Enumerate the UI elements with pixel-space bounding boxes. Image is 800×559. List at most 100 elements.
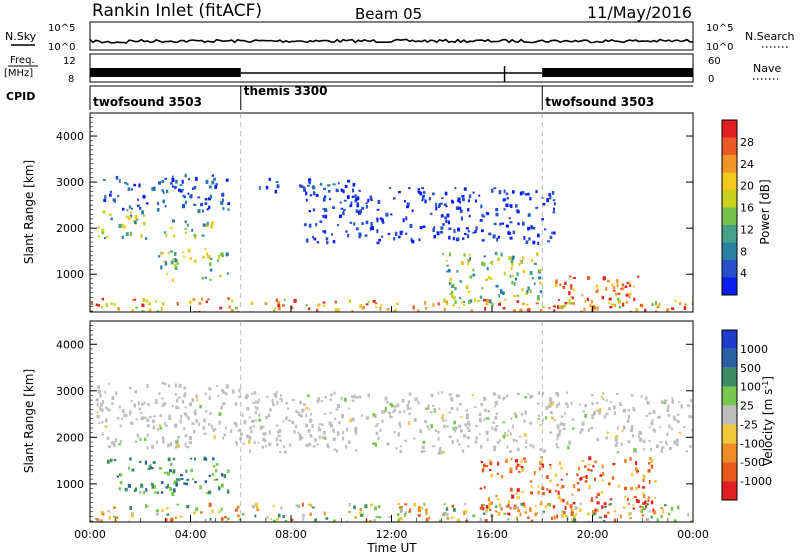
- echo-cell: [456, 439, 459, 443]
- echo-cell: [458, 297, 462, 300]
- echo-cell: [630, 394, 634, 397]
- echo-cell: [472, 231, 476, 234]
- echo-cell: [430, 424, 434, 429]
- echo-cell: [172, 469, 176, 474]
- echo-cell: [448, 393, 452, 396]
- echo-cell: [208, 205, 211, 209]
- echo-cell: [566, 473, 569, 476]
- echo-cell: [183, 412, 187, 416]
- echo-cell: [442, 419, 445, 422]
- echo-cell: [569, 284, 573, 288]
- echo-cell: [578, 403, 581, 406]
- echo-cell: [618, 305, 622, 309]
- echo-cell: [613, 510, 617, 513]
- echo-cell: [483, 418, 486, 421]
- echo-cell: [399, 424, 402, 429]
- echo-cell: [522, 190, 525, 195]
- echo-cell: [113, 302, 116, 307]
- echo-cell: [381, 419, 384, 423]
- echo-cell: [134, 440, 138, 443]
- echo-cell: [430, 393, 434, 398]
- echo-cell: [329, 423, 334, 428]
- echo-cell: [491, 188, 494, 193]
- echo-cell: [162, 191, 165, 195]
- echo-cell: [393, 237, 396, 241]
- echo-cell: [161, 403, 165, 408]
- echo-cell: [485, 212, 489, 215]
- echo-cell: [539, 290, 543, 294]
- echo-cell: [176, 439, 179, 442]
- echo-cell: [138, 183, 141, 188]
- echo-cell: [309, 504, 313, 507]
- velocity-cbar-frame: [721, 329, 738, 501]
- echo-cell: [311, 506, 315, 509]
- echo-cell: [556, 483, 559, 487]
- echo-cell: [601, 479, 604, 482]
- echo-cell: [426, 407, 430, 410]
- echo-cell: [106, 407, 110, 412]
- echo-cell: [222, 402, 226, 406]
- echo-cell: [378, 238, 382, 242]
- echo-cell: [534, 505, 538, 508]
- echo-cell: [186, 504, 190, 509]
- echo-cell: [240, 432, 243, 436]
- echo-cell: [424, 420, 428, 423]
- echo-cell: [263, 432, 267, 436]
- echo-cell: [185, 415, 189, 418]
- echo-cell: [359, 395, 362, 399]
- nsky-strip: N.Sky 10^5 10^0 10^5 10^0 N.Search: [5, 21, 795, 53]
- echo-cell: [633, 448, 637, 452]
- echo-cell: [425, 512, 428, 515]
- echo-cell: [327, 446, 330, 449]
- echo-cell: [172, 405, 175, 408]
- echo-cell: [324, 396, 327, 399]
- echo-cell: [560, 306, 564, 310]
- echo-cell: [549, 479, 552, 483]
- velocity-cbar-cell: [722, 462, 737, 482]
- echo-cell: [466, 234, 470, 239]
- echo-cell: [246, 407, 250, 411]
- echo-cell: [189, 257, 192, 260]
- echo-cell: [204, 276, 208, 279]
- echo-cell: [97, 226, 100, 229]
- echo-cell: [411, 209, 414, 213]
- echo-cell: [612, 462, 616, 465]
- echo-cell: [427, 404, 430, 409]
- echo-cell: [365, 220, 369, 225]
- echo-cell: [559, 283, 562, 286]
- echo-cell: [463, 300, 466, 303]
- echo-cell: [347, 179, 351, 183]
- echo-cell: [138, 401, 141, 406]
- echo-cell: [513, 282, 516, 286]
- echo-cell: [204, 202, 208, 206]
- echo-cell: [457, 227, 461, 232]
- echo-cell: [275, 437, 279, 442]
- echo-cell: [197, 209, 201, 214]
- echo-cell: [628, 292, 632, 296]
- echo-cell: [466, 413, 469, 418]
- echo-cell: [173, 480, 177, 485]
- echo-cell: [318, 435, 321, 439]
- echo-cell: [596, 438, 600, 442]
- echo-cell: [123, 225, 127, 229]
- echo-cell: [418, 238, 421, 242]
- echo-cell: [417, 514, 421, 517]
- echo-cell: [635, 461, 638, 466]
- echo-cell: [198, 302, 202, 305]
- echo-cell: [274, 189, 278, 194]
- echo-cell: [572, 288, 575, 292]
- echo-cell: [91, 301, 93, 306]
- velocity-ylabel: Slant Range [km]: [22, 369, 36, 473]
- echo-cell: [131, 207, 133, 210]
- echo-cell: [193, 411, 197, 416]
- echo-cell: [235, 306, 238, 310]
- echo-cell: [342, 431, 345, 435]
- echo-cell: [486, 266, 489, 271]
- echo-cell: [462, 303, 466, 306]
- echo-cell: [180, 478, 184, 480]
- echo-cell: [579, 478, 582, 481]
- echo-cell: [641, 486, 646, 489]
- echo-cell: [422, 440, 426, 444]
- x-tick-label: 00:00: [677, 528, 709, 541]
